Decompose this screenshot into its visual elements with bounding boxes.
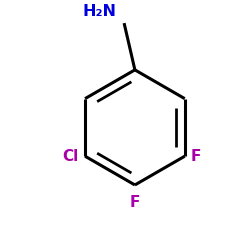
Text: Cl: Cl (62, 149, 79, 164)
Text: H₂N: H₂N (83, 4, 117, 18)
Text: F: F (191, 149, 202, 164)
Text: F: F (130, 195, 140, 210)
